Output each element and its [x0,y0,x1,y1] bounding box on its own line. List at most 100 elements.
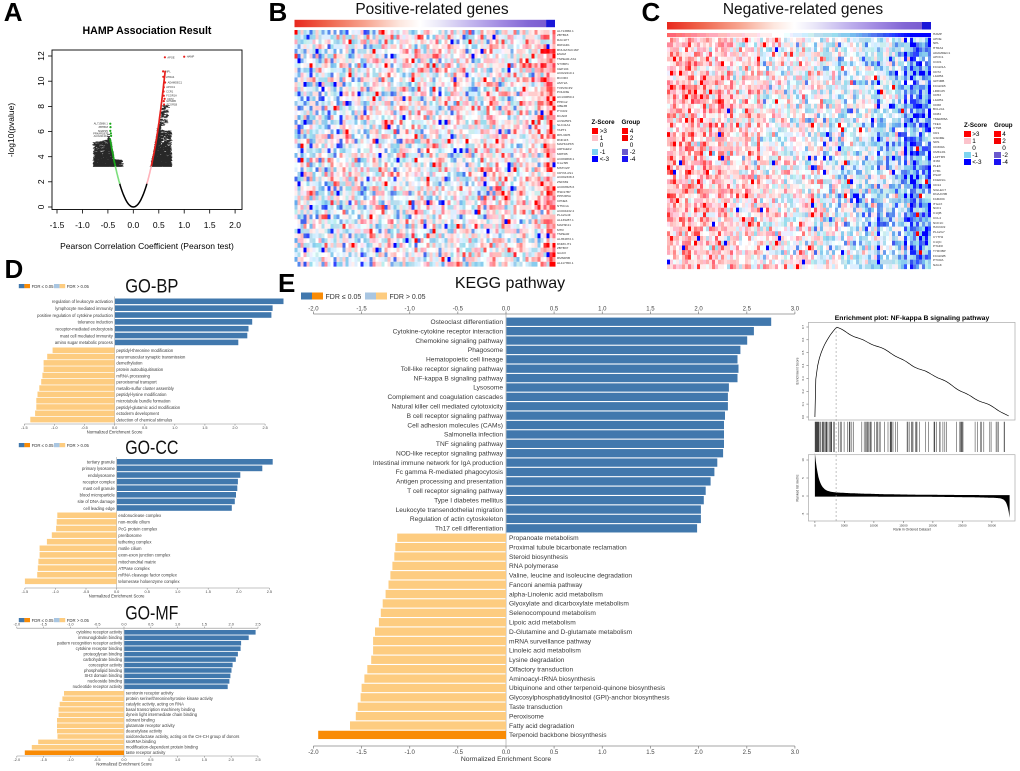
svg-text:-1.5: -1.5 [40,758,47,762]
svg-text:Pearson Correlation Coefficien: Pearson Correlation Coefficient (Pearson… [60,241,234,251]
svg-text:2.0: 2.0 [229,623,234,627]
svg-text:nucleotide receptor activity: nucleotide receptor activity [73,684,123,689]
svg-text:0: 0 [36,204,46,209]
svg-text:NOD-like receptor signaling pa: NOD-like receptor signaling pathway [396,450,504,457]
svg-text:1.0: 1.0 [175,590,180,594]
svg-text:0.0: 0.0 [121,758,126,762]
svg-text:demethylation: demethylation [116,361,143,366]
svg-text:Valine, leucine and isoleucine: Valine, leucine and isoleucine degradati… [509,573,632,580]
svg-text:2.5: 2.5 [262,426,267,430]
svg-text:coreceptor activity: coreceptor activity [88,662,123,667]
svg-text:0.7: 0.7 [801,325,805,330]
svg-text:1.5: 1.5 [204,220,216,230]
svg-text:mast cell mediated immunity: mast cell mediated immunity [60,333,114,338]
svg-text:0.0: 0.0 [121,623,126,627]
svg-text:2.0: 2.0 [229,758,234,762]
svg-text:Fatty acid degradation: Fatty acid degradation [509,723,575,730]
svg-text:10: 10 [36,76,46,86]
svg-text:FDR > 0.05: FDR > 0.05 [67,443,90,448]
svg-text:nucleoside binding: nucleoside binding [87,679,122,684]
svg-text:Lipoic acid metabolism: Lipoic acid metabolism [509,619,576,626]
svg-text:-0.5: -0.5 [94,623,101,627]
svg-text:FDR ≤ 0.05: FDR ≤ 0.05 [326,294,362,301]
svg-text:Terpenoid backbone biosynthesi: Terpenoid backbone biosynthesis [509,732,607,739]
svg-text:2: 2 [36,179,46,184]
svg-text:tolerance induction: tolerance induction [78,320,114,325]
svg-text:Fc gamma R-mediated phagocytos: Fc gamma R-mediated phagocytosis [396,469,504,476]
svg-text:Propanoate metabolism: Propanoate metabolism [509,535,579,542]
svg-text:2.0: 2.0 [694,750,703,756]
svg-text:ADAMDEC1: ADAMDEC1 [168,81,183,85]
svg-text:0: 0 [814,524,816,528]
svg-text:-1.5: -1.5 [356,307,367,313]
svg-text:RNA polymerase: RNA polymerase [509,563,559,570]
svg-text:1.5: 1.5 [646,307,655,313]
svg-text:1.0: 1.0 [178,220,190,230]
svg-text:25000: 25000 [958,524,967,528]
svg-text:GO-MF: GO-MF [125,603,178,625]
svg-text:Steroid biosynthesis: Steroid biosynthesis [509,554,569,561]
svg-text:FDR ≤ 0.05: FDR ≤ 0.05 [32,284,55,289]
svg-text:-1.0: -1.0 [51,426,58,430]
svg-text:proteoglycan binding: proteoglycan binding [84,651,123,656]
svg-text:HAMP Association Result: HAMP Association Result [83,25,212,37]
svg-text:modification-dependent protein: modification-dependent protein binding [126,745,199,750]
svg-text:0.0: 0.0 [127,220,139,230]
svg-text:Type I diabetes mellitus: Type I diabetes mellitus [434,497,504,504]
svg-text:Lysine degradation: Lysine degradation [509,657,565,664]
svg-text:-1.0: -1.0 [67,758,74,762]
svg-text:Aminoacyl-tRNA biosynthesis: Aminoacyl-tRNA biosynthesis [509,676,596,683]
svg-text:-log10(pvalue): -log10(pvalue) [6,103,16,158]
svg-text:Normalized Enrichment Score: Normalized Enrichment Score [461,756,552,763]
svg-text:Linoleic acid metabolism: Linoleic acid metabolism [509,648,581,655]
svg-text:Salmonella infection: Salmonella infection [444,432,503,439]
svg-text:PRKAR1B7P: PRKAR1B7P [93,131,109,135]
svg-text:2.5: 2.5 [743,750,752,756]
svg-text:0.3: 0.3 [801,376,805,381]
svg-text:0.5: 0.5 [801,350,805,355]
svg-text:Ranked list metric: Ranked list metric [796,474,800,501]
svg-text:-0.5: -0.5 [94,758,101,762]
svg-text:peroxisomal transport: peroxisomal transport [116,380,157,385]
svg-text:FDR > 0.05: FDR > 0.05 [67,618,90,623]
svg-text:2.0: 2.0 [236,590,241,594]
svg-text:Hematopoietic cell lineage: Hematopoietic cell lineage [426,357,503,364]
svg-text:endonuclease complex: endonuclease complex [118,513,162,518]
svg-text:0.4: 0.4 [801,363,805,368]
svg-text:5: 5 [801,477,805,479]
svg-text:4: 4 [36,154,46,159]
svg-text:3.0: 3.0 [791,307,800,313]
svg-text:1.0: 1.0 [172,426,177,430]
svg-text:mRNA cleavage factor complex: mRNA cleavage factor complex [118,573,177,578]
svg-text:Lysosome: Lysosome [473,385,503,392]
svg-text:telomerase holoenzyme complex: telomerase holoenzyme complex [118,579,180,584]
svg-text:Ubiquinone and other terpenoid: Ubiquinone and other terpenoid-quinone b… [509,685,666,692]
svg-text:B cell receptor signaling path: B cell receptor signaling pathway [407,413,504,420]
svg-text:5000: 5000 [841,524,848,528]
svg-text:0.5: 0.5 [148,758,153,762]
svg-text:TNF signaling pathway: TNF signaling pathway [436,441,504,448]
svg-text:1.5: 1.5 [206,590,211,594]
svg-text:Intestinal immune network for: Intestinal immune network for IgA produc… [373,460,503,467]
svg-text:PcG protein complex: PcG protein complex [118,526,158,531]
svg-text:Osteoclast differentiation: Osteoclast differentiation [431,319,504,326]
svg-text:0.5: 0.5 [153,220,165,230]
svg-text:motile cilium: motile cilium [118,546,142,551]
svg-text:amino sugar metabolic process: amino sugar metabolic process [55,340,113,345]
svg-text:-1.5: -1.5 [356,750,367,756]
svg-text:ectoderm development: ectoderm development [116,411,159,416]
svg-text:-2.0: -2.0 [308,750,319,756]
svg-text:1.5: 1.5 [202,623,207,627]
svg-text:1.0: 1.0 [598,750,607,756]
svg-text:tethering complex: tethering complex [118,540,152,545]
svg-text:metallo-sulfur cluster assembl: metallo-sulfur cluster assembly [116,386,174,391]
svg-text:-1.5: -1.5 [50,220,65,230]
svg-text:tertiary granule: tertiary granule [87,460,116,465]
svg-text:Taste transduction: Taste transduction [509,704,563,711]
svg-text:lymphocyte mediated immunity: lymphocyte mediated immunity [55,306,113,311]
svg-text:0.0: 0.0 [502,307,511,313]
svg-text:Fanconi anemia pathway: Fanconi anemia pathway [509,582,583,589]
svg-text:AL713866.1: AL713866.1 [94,122,109,126]
svg-text:1.0: 1.0 [598,307,607,313]
svg-text:T cell receptor signaling path: T cell receptor signaling pathway [407,488,504,495]
